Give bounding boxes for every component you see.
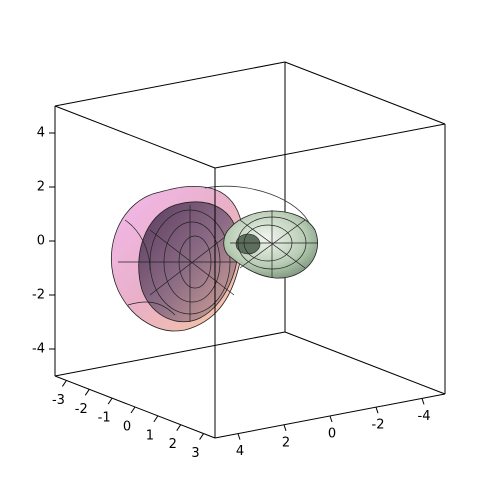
y-tick	[375, 407, 379, 414]
y-tick-label: 2	[282, 435, 290, 450]
x-tick	[176, 424, 182, 431]
y-tick-label: -2	[372, 418, 385, 433]
z-tick-label: 0	[37, 234, 45, 249]
y-tick	[283, 424, 287, 431]
x-tick-label: 0	[123, 420, 131, 435]
x-tick-label: -1	[98, 411, 111, 426]
y-tick	[329, 415, 333, 423]
z-tick-label: -2	[32, 288, 45, 303]
z-tick-label: 2	[37, 180, 45, 195]
y-tick	[237, 433, 241, 440]
y-tick-label: -4	[418, 409, 431, 424]
x-tick	[153, 415, 159, 423]
x-tick	[199, 433, 204, 440]
x-tick-label: 3	[191, 446, 199, 461]
x-tick	[107, 397, 113, 405]
x-tick	[130, 406, 136, 414]
x-tick-label: 2	[169, 437, 177, 452]
y-tick-label: 0	[328, 427, 336, 442]
surface	[110, 185, 318, 332]
x-tick-label: -3	[52, 393, 65, 408]
x-tick-label: -2	[75, 402, 88, 417]
x-tick-label: 1	[146, 428, 154, 443]
z-tick-label: -4	[32, 342, 45, 357]
y-tick-label: 4	[236, 444, 244, 459]
x-tick	[62, 380, 67, 387]
x-tick	[84, 389, 90, 396]
z-tick-label: 4	[37, 126, 45, 141]
y-tick	[421, 398, 425, 405]
